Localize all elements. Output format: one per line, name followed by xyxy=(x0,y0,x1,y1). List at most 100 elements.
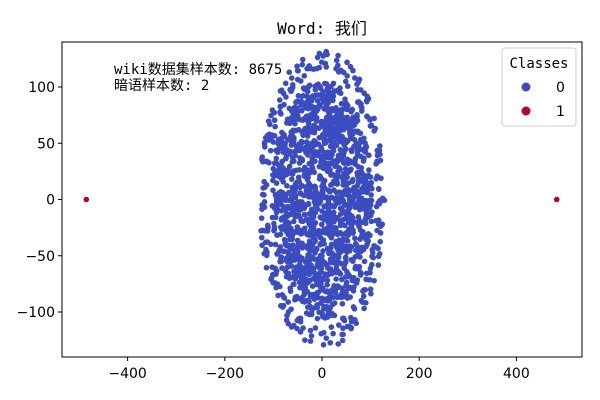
class-0-point xyxy=(337,205,344,212)
class-0-point xyxy=(341,191,348,197)
class-0-point xyxy=(274,232,280,238)
class-0-point xyxy=(262,227,268,234)
class-0-point xyxy=(342,96,348,103)
class-0-point xyxy=(284,183,290,189)
class-0-point xyxy=(287,211,294,218)
class-0-point xyxy=(344,114,350,121)
class-0-point xyxy=(261,140,268,147)
class-0-point xyxy=(318,299,324,306)
class-0-point xyxy=(313,151,319,158)
class-0-point xyxy=(343,258,349,265)
class-0-point xyxy=(358,87,364,93)
class-0-point xyxy=(305,201,312,208)
class-0-point xyxy=(325,91,332,97)
class-0-point xyxy=(305,218,312,224)
class-0-point xyxy=(336,250,342,257)
class-0-point xyxy=(330,97,336,104)
class-0-point xyxy=(352,265,359,272)
class-0-point xyxy=(318,284,324,291)
class-0-point xyxy=(323,64,330,70)
class-0-point xyxy=(333,276,339,282)
class-0-point xyxy=(344,238,351,244)
class-0-point xyxy=(301,291,307,298)
class-0-point xyxy=(293,143,300,150)
legend: Classes 0 1 xyxy=(501,47,577,127)
class-0-point xyxy=(356,99,362,105)
class-0-point xyxy=(312,107,319,114)
class-0-point xyxy=(303,276,309,283)
class-0-point xyxy=(309,283,316,290)
class-0-point xyxy=(275,292,281,299)
class-0-point xyxy=(306,82,313,89)
class-0-point xyxy=(358,169,365,176)
class-0-point xyxy=(342,274,349,280)
class-0-point xyxy=(368,192,374,198)
class-0-point xyxy=(344,294,351,300)
class-0-point xyxy=(286,69,293,76)
legend-marker-class-1 xyxy=(521,106,531,116)
class-0-point xyxy=(288,142,295,148)
class-0-point xyxy=(324,86,331,92)
class-0-point xyxy=(319,193,326,199)
class-0-point xyxy=(339,315,346,322)
class-0-point xyxy=(331,88,338,94)
class-0-point xyxy=(278,198,284,204)
class-0-point xyxy=(307,327,314,334)
class-0-point xyxy=(295,272,302,279)
class-0-point xyxy=(365,211,372,217)
class-0-point xyxy=(367,174,374,180)
class-0-point xyxy=(355,221,362,228)
class-0-point xyxy=(312,190,318,196)
class-0-point xyxy=(271,132,278,139)
class-0-point xyxy=(326,297,333,303)
class-0-point xyxy=(273,180,280,186)
class-0-point xyxy=(300,267,307,274)
class-0-point xyxy=(282,227,288,233)
class-0-point xyxy=(342,288,349,295)
class-0-point xyxy=(344,156,351,163)
class-0-point xyxy=(280,203,287,210)
class-0-point xyxy=(263,252,270,259)
class-0-point xyxy=(366,152,372,159)
class-0-point xyxy=(333,189,340,196)
class-0-point xyxy=(276,97,283,103)
class-0-point xyxy=(328,324,335,330)
class-0-point xyxy=(335,69,342,75)
class-0-point xyxy=(289,171,296,177)
x-tick-label: −200 xyxy=(206,366,244,382)
class-0-point xyxy=(304,152,311,158)
class-0-point xyxy=(344,181,350,187)
class-0-point xyxy=(330,269,336,275)
class-0-point xyxy=(316,64,323,71)
class-0-point xyxy=(363,299,369,306)
class-0-point xyxy=(355,194,362,201)
class-0-point xyxy=(368,290,374,297)
ticks-layer: −400 −200 0 200 400 −100 −50 0 50 100 xyxy=(17,80,530,382)
class-0-point xyxy=(340,325,346,332)
class-0-point xyxy=(314,281,320,288)
class-0-point xyxy=(323,81,330,87)
class-0-point xyxy=(311,115,318,122)
class-0-point xyxy=(360,287,367,293)
class-0-point xyxy=(261,204,268,210)
class-0-point xyxy=(317,241,323,248)
class-0-point xyxy=(341,265,348,272)
class-0-point xyxy=(312,304,319,311)
class-0-point xyxy=(314,246,320,253)
class-0-point xyxy=(324,313,331,320)
class-0-point xyxy=(377,238,384,245)
class-0-point xyxy=(361,258,368,265)
class-0-point xyxy=(326,210,333,216)
class-0-point xyxy=(331,283,337,289)
class-0-point xyxy=(319,295,325,302)
class-0-point xyxy=(272,270,278,277)
class-0-point xyxy=(272,169,278,175)
y-tick-label: −100 xyxy=(17,305,55,321)
class-0-point xyxy=(346,201,352,207)
class-0-point xyxy=(350,304,357,310)
class-0-point xyxy=(352,235,358,242)
class-0-point xyxy=(300,85,307,91)
class-0-point xyxy=(338,294,345,301)
class-0-point xyxy=(299,61,306,68)
